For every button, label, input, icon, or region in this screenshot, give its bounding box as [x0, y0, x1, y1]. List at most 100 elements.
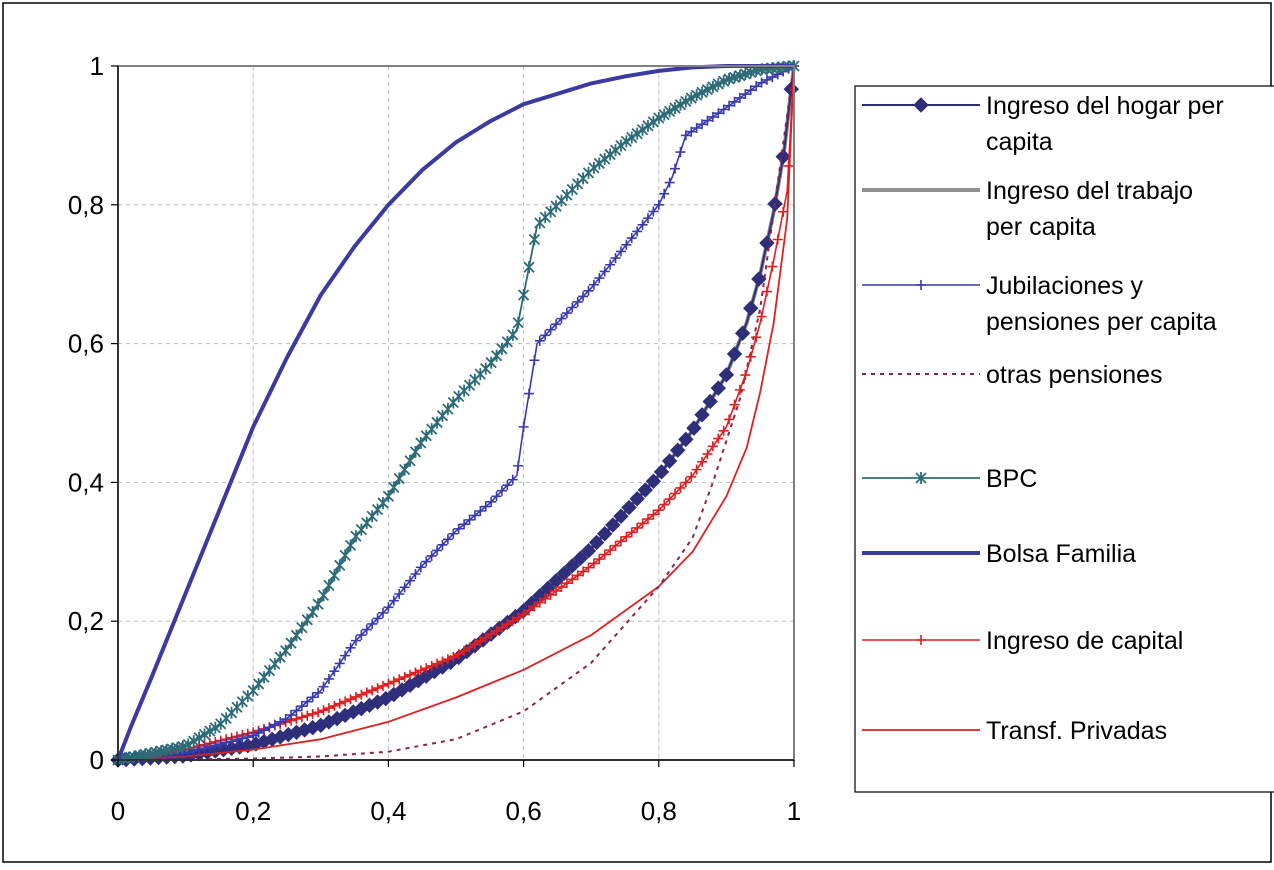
- point-ingreso-de-capital: [702, 449, 713, 460]
- point-jubilaciones-y-pensiones-per-capita: [686, 126, 697, 137]
- point-ingreso-de-capital: [486, 629, 497, 640]
- point-jubilaciones-y-pensiones-per-capita: [253, 727, 264, 738]
- legend-marker: [916, 280, 926, 290]
- point-jubilaciones-y-pensiones-per-capita: [259, 725, 270, 736]
- point-bpc: [507, 328, 519, 341]
- point-bpc: [344, 539, 357, 552]
- point-jubilaciones-y-pensiones-per-capita: [453, 523, 464, 534]
- point-bpc: [691, 89, 703, 102]
- point-bpc: [512, 316, 524, 329]
- point-ingreso-de-capital: [675, 482, 686, 493]
- point-ingreso-de-capital: [356, 689, 367, 700]
- point-jubilaciones-y-pensiones-per-capita: [588, 279, 599, 290]
- point-jubilaciones-y-pensiones-per-capita: [286, 710, 297, 721]
- point-jubilaciones-y-pensiones-per-capita: [318, 681, 329, 692]
- point-jubilaciones-y-pensiones-per-capita: [291, 705, 302, 716]
- point-ingreso-del-hogar-per-capita: [702, 393, 718, 410]
- point-ingreso-de-capital: [388, 676, 399, 687]
- point-bpc: [626, 131, 638, 144]
- point-jubilaciones-y-pensiones-per-capita: [621, 239, 632, 250]
- point-ingreso-del-hogar-per-capita: [775, 148, 791, 165]
- point-jubilaciones-y-pensiones-per-capita: [610, 253, 621, 264]
- legend-label: otras pensiones: [986, 361, 1163, 389]
- point-bpc: [339, 549, 351, 562]
- point-bpc: [523, 261, 535, 274]
- point-jubilaciones-y-pensiones-per-capita: [275, 716, 286, 727]
- point-jubilaciones-y-pensiones-per-capita: [475, 505, 486, 516]
- point-jubilaciones-y-pensiones-per-capita: [751, 81, 762, 92]
- point-jubilaciones-y-pensiones-per-capita: [405, 575, 416, 586]
- point-ingreso-de-capital: [302, 710, 313, 721]
- point-jubilaciones-y-pensiones-per-capita: [756, 77, 767, 88]
- point-ingreso-de-capital: [329, 700, 340, 711]
- point-bpc: [393, 472, 405, 485]
- point-jubilaciones-y-pensiones-per-capita: [486, 496, 497, 507]
- point-jubilaciones-y-pensiones-per-capita: [740, 89, 751, 100]
- point-ingreso-del-hogar-per-capita: [613, 508, 629, 524]
- point-ingreso-de-capital: [599, 549, 610, 560]
- point-jubilaciones-y-pensiones-per-capita: [561, 308, 572, 319]
- point-jubilaciones-y-pensiones-per-capita: [632, 226, 643, 237]
- legend-label: BPC: [986, 465, 1037, 493]
- y-tick-label: 0,4: [68, 467, 104, 497]
- legend-label: Ingreso del trabajo per capita: [986, 177, 1193, 241]
- point-bpc: [669, 102, 681, 115]
- point-jubilaciones-y-pensiones-per-capita: [237, 733, 248, 744]
- point-ingreso-de-capital: [318, 705, 329, 716]
- point-ingreso-de-capital: [545, 589, 556, 600]
- point-ingreso-del-hogar-per-capita: [597, 526, 613, 542]
- point-jubilaciones-y-pensiones-per-capita: [231, 734, 242, 745]
- point-ingreso-de-capital: [718, 425, 729, 436]
- point-ingreso-del-hogar-per-capita: [710, 380, 726, 396]
- point-ingreso-del-hogar-per-capita: [645, 473, 662, 489]
- point-ingreso-del-hogar-per-capita: [751, 271, 767, 287]
- legend-entry-ingreso-de-capital: Ingreso de capital: [862, 627, 1183, 655]
- point-jubilaciones-y-pensiones-per-capita: [448, 528, 459, 539]
- point-ingreso-de-capital: [367, 685, 378, 696]
- point-jubilaciones-y-pensiones-per-capita: [761, 74, 772, 85]
- point-jubilaciones-y-pensiones-per-capita: [702, 115, 713, 126]
- point-ingreso-de-capital: [745, 351, 756, 362]
- point-bpc: [517, 289, 530, 302]
- point-jubilaciones-y-pensiones-per-capita: [507, 474, 518, 485]
- y-tick-label: 1: [90, 51, 104, 81]
- point-ingreso-del-hogar-per-capita: [572, 550, 589, 567]
- y-tick-label: 0,8: [68, 190, 104, 220]
- point-ingreso-de-capital: [453, 649, 464, 660]
- point-jubilaciones-y-pensiones-per-capita: [264, 722, 275, 733]
- point-jubilaciones-y-pensiones-per-capita: [670, 163, 681, 174]
- point-bpc: [198, 728, 211, 741]
- point-bpc: [631, 127, 643, 140]
- point-ingreso-de-capital: [340, 696, 351, 707]
- point-jubilaciones-y-pensiones-per-capita: [664, 177, 675, 188]
- point-ingreso-de-capital: [729, 399, 740, 410]
- point-jubilaciones-y-pensiones-per-capita: [432, 545, 443, 556]
- point-bpc: [188, 735, 200, 748]
- point-ingreso-de-capital: [350, 691, 361, 702]
- point-jubilaciones-y-pensiones-per-capita: [599, 266, 610, 277]
- point-jubilaciones-y-pensiones-per-capita: [578, 291, 589, 302]
- point-ingreso-de-capital: [513, 612, 524, 623]
- point-jubilaciones-y-pensiones-per-capita: [502, 480, 513, 491]
- point-jubilaciones-y-pensiones-per-capita: [734, 92, 745, 103]
- point-bpc: [334, 559, 346, 572]
- point-jubilaciones-y-pensiones-per-capita: [215, 739, 226, 750]
- point-jubilaciones-y-pensiones-per-capita: [345, 642, 356, 653]
- x-tick-label: 0,8: [641, 796, 677, 826]
- point-jubilaciones-y-pensiones-per-capita: [524, 388, 535, 399]
- point-ingreso-de-capital: [659, 499, 670, 510]
- legend: Ingreso del hogar per capita Ingreso del t…: [854, 85, 1274, 793]
- point-jubilaciones-y-pensiones-per-capita: [659, 188, 670, 199]
- point-ingreso-del-hogar-per-capita: [661, 453, 678, 469]
- point-jubilaciones-y-pensiones-per-capita: [459, 519, 470, 530]
- point-ingreso-de-capital: [680, 477, 691, 488]
- point-ingreso-de-capital: [507, 615, 518, 626]
- point-jubilaciones-y-pensiones-per-capita: [226, 736, 237, 747]
- point-jubilaciones-y-pensiones-per-capita: [383, 602, 394, 613]
- point-bpc: [647, 115, 660, 128]
- point-jubilaciones-y-pensiones-per-capita: [313, 687, 324, 698]
- point-bpc: [674, 98, 687, 111]
- point-jubilaciones-y-pensiones-per-capita: [713, 108, 724, 119]
- point-ingreso-de-capital: [648, 509, 659, 520]
